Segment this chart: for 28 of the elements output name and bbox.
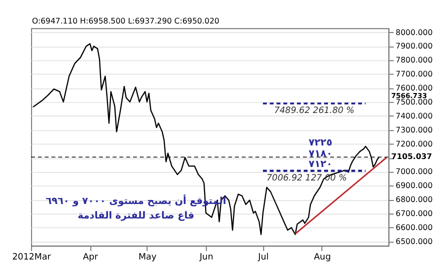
y-tick-label: 6600.000 <box>396 222 433 232</box>
y-tick-label: 7600.000 <box>396 84 433 93</box>
y-tick-label: 7900.000 <box>396 42 433 51</box>
y-tick-label: 6700.000 <box>396 209 433 218</box>
x-tick-label: Jul <box>257 252 269 263</box>
text: O:6947.110 H:6958.500 L:6937.290 C:6950.020 <box>32 16 220 26</box>
y-tick-label: 6800.000 <box>396 195 433 204</box>
y-tick-label: 6900.000 <box>396 181 433 190</box>
y-tick-label: 7400.000 <box>396 111 433 120</box>
y-tick-label: 7800.000 <box>396 56 433 65</box>
y-tick-label: 7300.000 <box>396 125 433 134</box>
y-tick-label: 7000.000 <box>396 167 433 176</box>
x-tick-label: Aug <box>314 252 331 263</box>
x-tick-label: Apr <box>82 252 98 263</box>
annotation: 7489.62 261.80 % <box>274 106 354 116</box>
y-tick-label: 7500.000 <box>396 97 433 106</box>
x-tick-label: 2012Mar <box>12 252 52 263</box>
y-tick-label: 8000.000 <box>396 28 433 37</box>
annotation: ٧١٢٠ <box>308 159 332 170</box>
x-tick-label: Jun <box>198 252 214 263</box>
annotation: ٧٢٢٥ <box>308 138 332 149</box>
annotation: قاع صاعد للفترة القادمة <box>78 210 194 222</box>
y-tick-label: 6500.000 <box>396 236 433 246</box>
y-tick-label: 7200.000 <box>396 139 433 148</box>
ref-line-label: 7105.037 <box>391 152 432 162</box>
annotation: ٧١٨٠ <box>308 148 332 160</box>
x-tick-label: May <box>138 252 157 263</box>
y-tick-label: 7700.000 <box>396 70 433 79</box>
